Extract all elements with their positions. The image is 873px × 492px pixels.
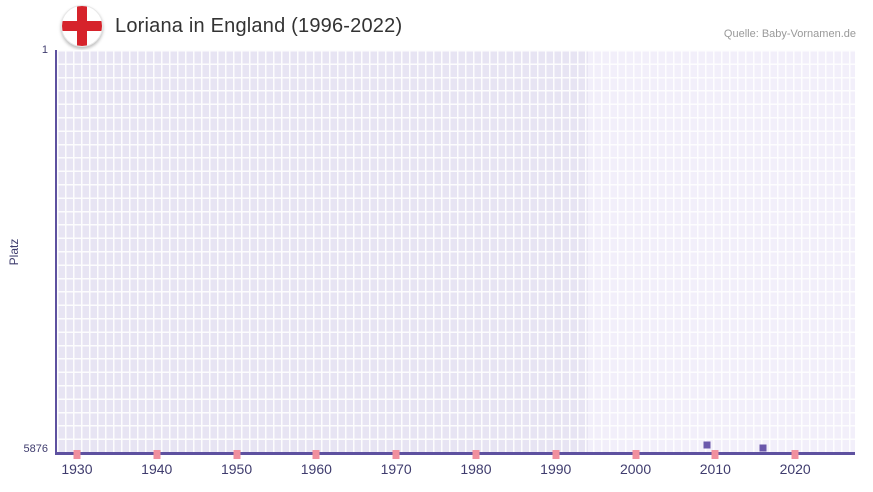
x-tick-label: 1990 — [540, 461, 572, 477]
y-tick-label-bottom: 5876 — [23, 443, 48, 455]
x-tick-label: 2020 — [779, 461, 811, 477]
y-tick-label-top: 1 — [41, 44, 48, 56]
x-tick-mark — [153, 450, 161, 459]
x-tick-mark — [233, 450, 241, 459]
x-tick-label: 1940 — [141, 461, 173, 477]
x-tick-label: 1970 — [380, 461, 412, 477]
x-tick-mark — [791, 450, 799, 459]
source-label: Quelle: Baby-Vornamen.de — [723, 28, 856, 40]
page-title: Loriana in England (1996-2022) — [115, 15, 403, 37]
x-tick-mark — [312, 450, 320, 459]
data-point[interactable] — [703, 441, 711, 449]
x-tick-label: 1960 — [300, 461, 332, 477]
england-flag-icon — [61, 5, 103, 47]
y-axis-label: Platz — [7, 238, 21, 266]
data-point[interactable] — [759, 444, 767, 452]
x-tick-mark — [711, 450, 719, 459]
plot-area — [55, 50, 855, 459]
x-axis-labels: 1930 1940 1950 1960 1970 1980 1990 2000 2010 2020 — [57, 461, 855, 481]
x-tick-mark — [632, 450, 640, 459]
x-tick-mark — [392, 450, 400, 459]
x-tick-label: 1980 — [460, 461, 492, 477]
data-point-layer — [57, 50, 855, 452]
x-tick-label: 2000 — [619, 461, 652, 477]
x-tick-label: 2010 — [699, 461, 731, 477]
flag-cross-horizontal — [62, 21, 102, 31]
x-tick-label: 1950 — [220, 461, 253, 477]
x-tick-mark — [472, 450, 480, 459]
x-tick-mark — [73, 450, 81, 459]
x-tick-label: 1930 — [61, 461, 93, 477]
grid-lines — [57, 50, 855, 452]
x-tick-layer — [57, 50, 855, 459]
x-tick-mark — [552, 450, 560, 459]
